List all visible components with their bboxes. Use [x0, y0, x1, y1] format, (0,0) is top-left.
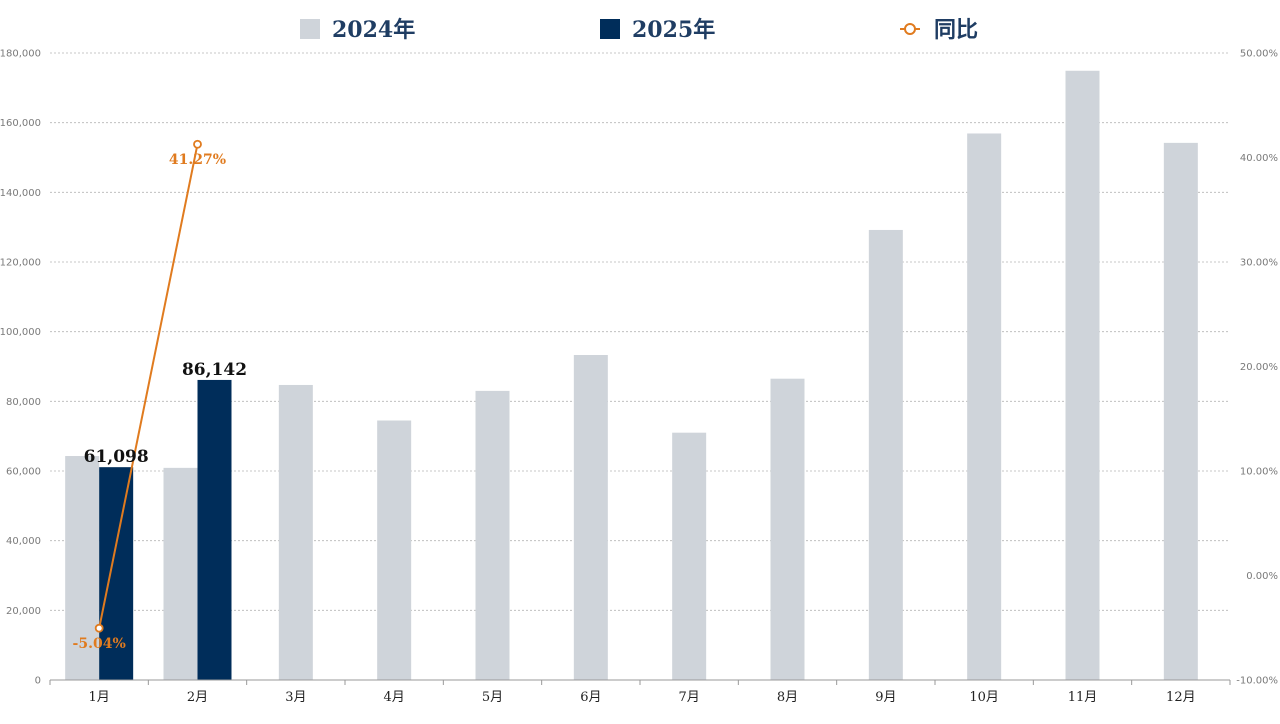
y-right-tick-label: 20.00% [1240, 362, 1278, 373]
bar-2024 [868, 229, 903, 680]
y-left-tick-label: 140,000 [0, 188, 41, 199]
bar-2024 [377, 420, 412, 680]
bar-2024 [163, 467, 198, 680]
x-tick-label: 4月 [384, 690, 405, 705]
y-right-tick-label: -10.00% [1236, 676, 1278, 687]
y-right-tick-label: 10.00% [1240, 467, 1278, 478]
y-right-tick-label: 40.00% [1240, 153, 1278, 164]
x-tick-label: 5月 [482, 690, 503, 705]
y-left-tick-label: 40,000 [6, 536, 41, 547]
y-left-tick-label: 100,000 [0, 327, 41, 338]
x-axis: 1月 2月 3月 4月 5月 6月 7月 8月 9月 10月 11月 12月 [49, 679, 1231, 705]
bars [65, 70, 1198, 681]
x-tick-label: 9月 [875, 690, 896, 705]
bar-2024 [672, 432, 707, 680]
y-left-tick-label: 180,000 [0, 49, 41, 60]
yoy-data-label: -5.04% [73, 636, 126, 652]
data-labels: 61,098 86,142 -5.04% 41.27% [73, 152, 247, 652]
legend-marker [904, 23, 916, 35]
x-tick-label: 11月 [1068, 690, 1098, 705]
x-tick-label: 1月 [89, 690, 110, 705]
y-left-tick-label: 20,000 [6, 606, 41, 617]
bar-2025-data-label: 86,142 [182, 360, 247, 380]
x-tick-label: 7月 [679, 690, 700, 705]
bar-2024 [573, 355, 608, 680]
x-tick-label: 6月 [580, 690, 601, 705]
legend-label: 2025年 [632, 17, 715, 43]
y-left-tick-label: 160,000 [0, 118, 41, 129]
legend-swatch [300, 19, 320, 39]
bar-2024 [967, 133, 1002, 681]
legend-item: 2025年 [600, 17, 715, 43]
x-tick-label: 10月 [969, 690, 999, 705]
yoy-line-path [98, 144, 199, 629]
x-tick-label: 3月 [285, 690, 306, 705]
legend: 2024年 2025年 同比 [300, 17, 978, 43]
y-left-tick-label: 60,000 [6, 467, 41, 478]
yoy-point [193, 139, 202, 149]
bar-2024 [475, 390, 510, 680]
yoy-data-label: 41.27% [169, 152, 226, 168]
yoy-point [94, 623, 104, 633]
legend-item: 同比 [900, 17, 978, 43]
bar-2025 [99, 467, 134, 680]
y-right-tick-label: 50.00% [1240, 49, 1278, 60]
bar-2024 [1163, 142, 1198, 680]
bar-2024 [65, 456, 100, 680]
left-axis: 0 20,000 40,000 60,000 80,000 100,000 120,000 1… [0, 49, 41, 687]
legend-label: 同比 [934, 17, 978, 43]
x-tick-label: 8月 [777, 690, 798, 705]
grid-lines [50, 52, 1230, 611]
bar-2024 [278, 384, 313, 680]
y-right-tick-label: 30.00% [1240, 258, 1278, 269]
legend-item: 2024年 [300, 17, 415, 43]
right-axis: -10.00% 0.00% 10.00% 20.00% 30.00% 40.00% 50.0… [1236, 49, 1278, 687]
yoy-line [94, 139, 202, 633]
y-left-tick-label: 80,000 [6, 397, 41, 408]
y-left-tick-label: 120,000 [0, 258, 41, 269]
bar-2024 [770, 378, 805, 680]
x-tick-label: 2月 [187, 690, 208, 705]
bar-2025-data-label: 61,098 [84, 447, 149, 467]
bar-2025 [197, 379, 232, 680]
legend-swatch [600, 19, 620, 39]
legend-label: 2024年 [332, 17, 415, 43]
bar-2024 [1065, 70, 1100, 680]
x-tick-label: 12月 [1166, 690, 1196, 705]
y-right-tick-label: 0.00% [1246, 571, 1278, 582]
y-left-tick-label: 0 [35, 676, 41, 687]
